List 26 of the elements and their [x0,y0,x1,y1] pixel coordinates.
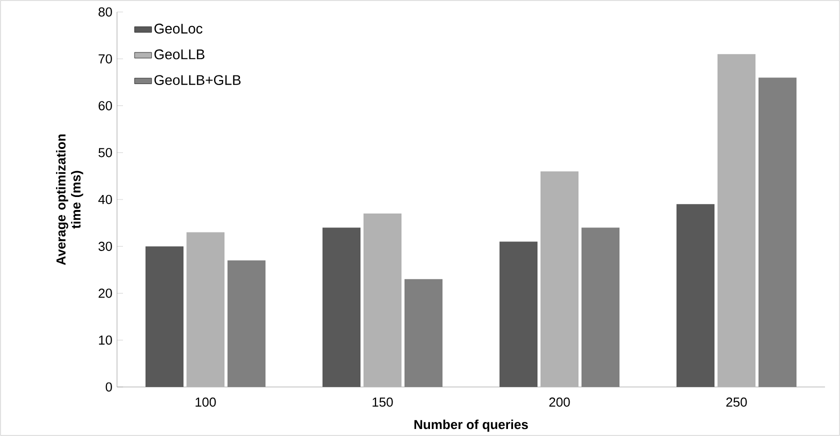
bar [676,204,715,387]
y-tick-label: 70 [98,54,112,64]
y-tick-label: 80 [98,7,112,17]
y-tick-label: 50 [98,148,112,158]
x-axis-title: Number of queries [414,420,528,432]
bar [146,246,184,387]
y-tick-label: 10 [99,336,112,345]
bar [718,54,756,387]
bar [322,228,361,387]
legend-label: GeoLLB [154,49,204,60]
y-tick-label: 40 [98,194,112,204]
x-tick-label: 250 [726,398,747,407]
legend-label: GeoLLB+GLB [154,75,241,86]
x-tick-label: 100 [196,398,216,407]
bar [500,242,538,387]
bar [186,232,225,387]
bar [540,171,579,387]
x-tick-label: 200 [549,398,570,407]
y-tick-label: 30 [98,242,112,251]
y-tick-label: 60 [98,101,112,110]
x-tick-label: 150 [372,398,393,407]
legend-label: GeoLoc [154,24,202,34]
bar [364,214,402,387]
y-tick-label: 0 [106,382,112,392]
y-axis-title: Average optimization time (ms) [56,134,84,266]
y-tick-label: 20 [98,288,112,298]
